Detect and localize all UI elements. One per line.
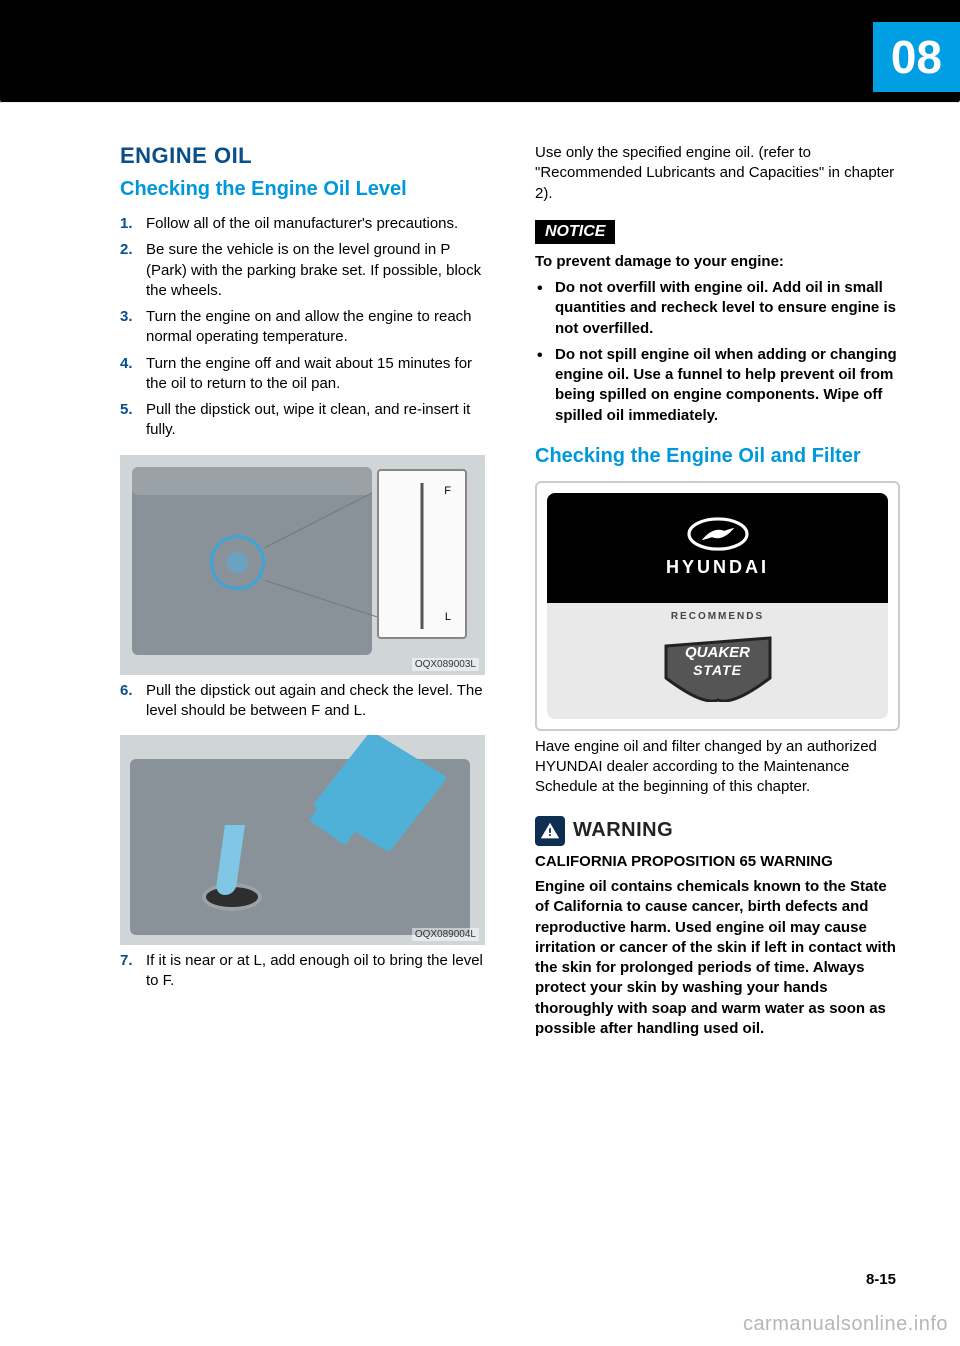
hyundai-panel: HYUNDAI [547, 493, 888, 603]
warning-title: WARNING [573, 819, 673, 842]
figure-caption: OQX089003L [412, 658, 479, 671]
warning-icon [535, 816, 565, 846]
step-item: If it is near or at L, add enough oil to… [120, 951, 485, 992]
page: 08 ENGINE OIL Checking the Engine Oil Le… [0, 0, 960, 1346]
recommends-panel: RECOMMENDS QUAKER STATE [547, 603, 888, 719]
figure-caption: OQX089004L [412, 928, 479, 941]
left-column: ENGINE OIL Checking the Engine Oil Level… [120, 143, 485, 1039]
warning-body: Engine oil contains chemicals known to t… [535, 877, 900, 1039]
hyundai-logo-icon [686, 517, 750, 551]
notice-intro: To prevent damage to your engine: [535, 252, 900, 272]
steps-list-a: Follow all of the oil manufacturer's pre… [120, 214, 485, 441]
section-title: ENGINE OIL [120, 143, 485, 169]
content-area: ENGINE OIL Checking the Engine Oil Level… [0, 103, 960, 1059]
figure-pouring-oil: OQX089004L [120, 735, 485, 945]
steps-list-b: Pull the dipstick out again and check th… [120, 681, 485, 722]
dipstick-ring-icon [210, 535, 265, 590]
step-item: Be sure the vehicle is on the level grou… [120, 240, 485, 301]
step-item: Turn the engine on and allow the engine … [120, 307, 485, 348]
warning-header: WARNING [535, 816, 900, 846]
dipstick-zoom-panel: F L [377, 469, 467, 639]
hyundai-wordmark: HYUNDAI [666, 557, 769, 578]
quaker-text-1: QUAKER [658, 644, 778, 661]
subsection-title-left: Checking the Engine Oil Level [120, 177, 485, 202]
after-figure-text: Have engine oil and filter changed by an… [535, 737, 900, 798]
figure-dipstick: F L OQX089003L [120, 455, 485, 675]
page-number: 8-15 [866, 1271, 896, 1288]
step-item: Follow all of the oil manufacturer's pre… [120, 214, 485, 234]
step-item: Turn the engine off and wait about 15 mi… [120, 354, 485, 395]
intro-text: Use only the specified engine oil. (refe… [535, 143, 900, 204]
steps-list-c: If it is near or at L, add enough oil to… [120, 951, 485, 992]
figure-recommend: HYUNDAI RECOMMENDS QUAKER STATE [535, 481, 900, 731]
warning-subtitle: CALIFORNIA PROPOSITION 65 WARNING [535, 852, 900, 872]
quaker-text-2: STATE [658, 662, 778, 678]
notice-label: NOTICE [535, 220, 615, 244]
quaker-state-logo-icon: QUAKER STATE [658, 628, 778, 702]
step-item: Pull the dipstick out again and check th… [120, 681, 485, 722]
notice-list: Do not overfill with engine oil. Add oil… [535, 278, 900, 426]
chapter-number-tag: 08 [873, 22, 960, 92]
oil-bottle-icon [290, 749, 420, 869]
notice-item: Do not overfill with engine oil. Add oil… [535, 278, 900, 339]
right-column: Use only the specified engine oil. (refe… [525, 143, 900, 1039]
dipstick-mark-f: F [444, 485, 451, 497]
recommends-label: RECOMMENDS [671, 611, 764, 622]
header-bar: 08 [0, 0, 960, 100]
watermark: carmanualsonline.info [743, 1313, 948, 1336]
dipstick-mark-l: L [445, 611, 451, 623]
subsection-title-right: Checking the Engine Oil and Filter [535, 444, 900, 469]
dipstick-icon [421, 483, 424, 629]
step-item: Pull the dipstick out, wipe it clean, an… [120, 400, 485, 441]
engine-illustration [132, 467, 372, 495]
notice-item: Do not spill engine oil when adding or c… [535, 345, 900, 426]
